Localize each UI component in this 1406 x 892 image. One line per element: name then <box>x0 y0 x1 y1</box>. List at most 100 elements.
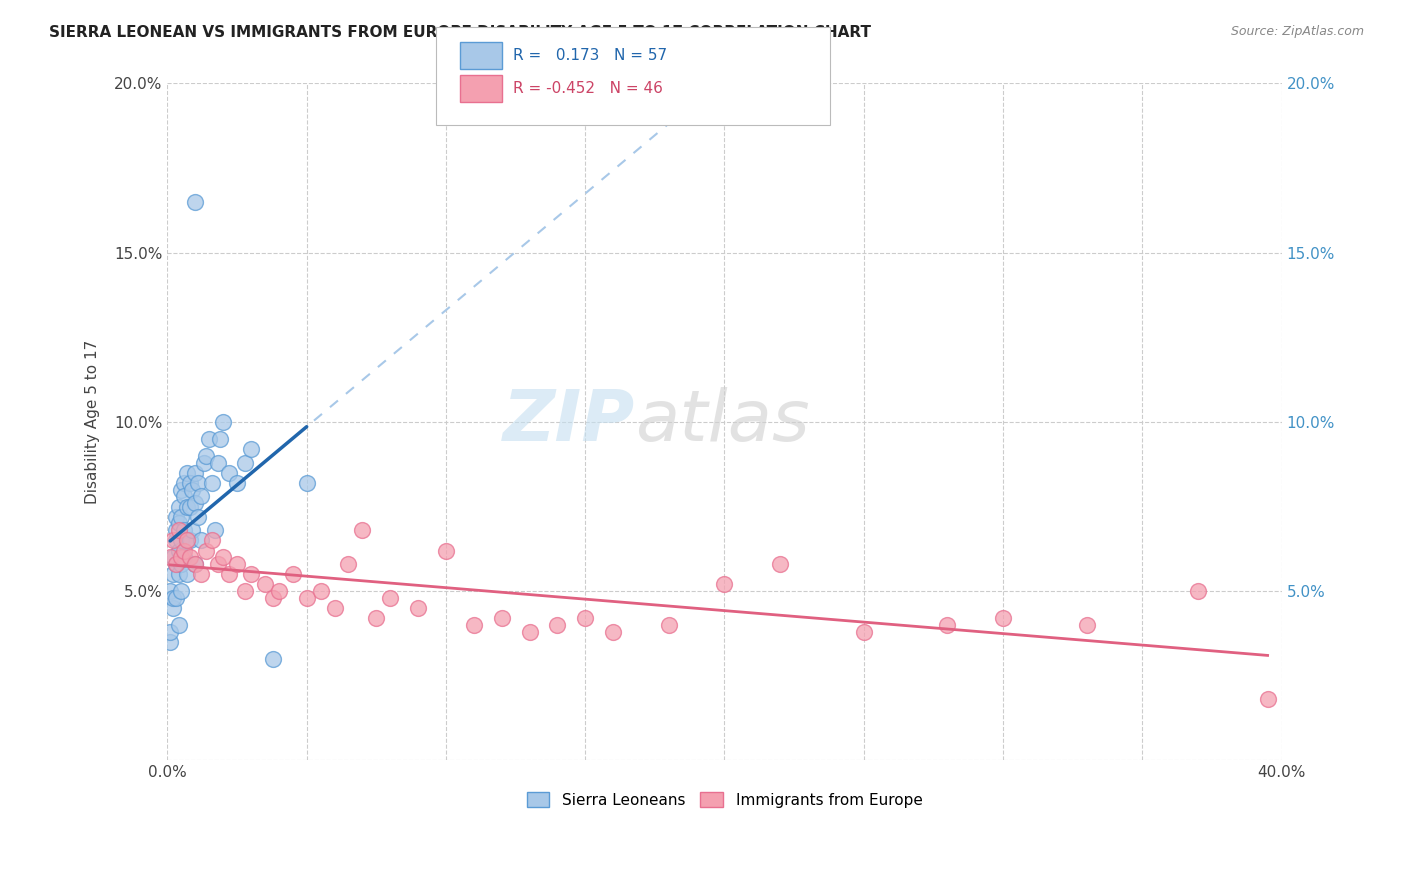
Point <box>170 509 193 524</box>
Point <box>226 475 249 490</box>
Text: SIERRA LEONEAN VS IMMIGRANTS FROM EUROPE DISABILITY AGE 5 TO 17 CORRELATION CHAR: SIERRA LEONEAN VS IMMIGRANTS FROM EUROPE… <box>49 25 872 40</box>
Point <box>240 442 263 456</box>
Point <box>195 543 218 558</box>
Text: Source: ZipAtlas.com: Source: ZipAtlas.com <box>1230 25 1364 38</box>
Point <box>173 550 195 565</box>
Point <box>253 577 276 591</box>
Point <box>352 523 374 537</box>
Point <box>179 475 201 490</box>
Point <box>267 584 290 599</box>
Point <box>173 475 195 490</box>
Point <box>434 543 457 558</box>
Point <box>235 584 257 599</box>
Point <box>769 557 792 571</box>
Point <box>184 496 207 510</box>
Point <box>207 557 229 571</box>
Point <box>281 567 304 582</box>
Point <box>170 550 193 565</box>
Point <box>240 567 263 582</box>
Point <box>165 591 187 605</box>
Point <box>212 415 235 429</box>
Point <box>491 611 513 625</box>
Point <box>165 509 187 524</box>
Point <box>406 601 429 615</box>
Point <box>167 567 190 582</box>
Point <box>162 533 184 548</box>
Point <box>198 432 221 446</box>
Point <box>190 533 212 548</box>
Legend: Sierra Leoneans, Immigrants from Europe: Sierra Leoneans, Immigrants from Europe <box>520 786 928 814</box>
Point <box>162 601 184 615</box>
Point <box>170 557 193 571</box>
Point <box>658 618 681 632</box>
Point <box>190 567 212 582</box>
Point <box>212 550 235 565</box>
Point <box>165 557 187 571</box>
Text: R =   0.173   N = 57: R = 0.173 N = 57 <box>513 48 668 62</box>
Point <box>176 500 198 514</box>
Point <box>519 624 541 639</box>
Point <box>309 584 332 599</box>
Point <box>262 591 284 605</box>
Point <box>262 652 284 666</box>
Point <box>170 584 193 599</box>
Point <box>184 194 207 209</box>
Point <box>170 483 193 497</box>
Point <box>165 533 187 548</box>
Point <box>167 618 190 632</box>
Point <box>167 543 190 558</box>
Point <box>170 533 193 548</box>
Point <box>181 483 204 497</box>
Point <box>162 550 184 565</box>
Point <box>184 557 207 571</box>
Point <box>713 577 735 591</box>
Point <box>173 489 195 503</box>
Point <box>463 618 485 632</box>
Point <box>323 601 346 615</box>
Point <box>1076 618 1098 632</box>
Point <box>159 584 181 599</box>
Point <box>602 624 624 639</box>
Point <box>165 557 187 571</box>
Point <box>187 475 209 490</box>
Point <box>176 466 198 480</box>
Point <box>167 523 190 537</box>
Point <box>195 449 218 463</box>
Point <box>852 624 875 639</box>
Point <box>187 509 209 524</box>
Point <box>991 611 1014 625</box>
Point <box>176 533 198 548</box>
Text: atlas: atlas <box>636 387 810 457</box>
Point <box>209 432 232 446</box>
Point <box>295 591 318 605</box>
Point <box>179 500 201 514</box>
Point <box>218 466 240 480</box>
Point <box>162 591 184 605</box>
Point <box>190 489 212 503</box>
Point <box>546 618 568 632</box>
Point <box>207 456 229 470</box>
Point <box>184 557 207 571</box>
Point <box>936 618 959 632</box>
Point <box>380 591 402 605</box>
Point <box>179 533 201 548</box>
Point <box>173 523 195 537</box>
Point <box>162 567 184 582</box>
Point <box>159 624 181 639</box>
Point <box>204 523 226 537</box>
Point <box>295 475 318 490</box>
Point <box>337 557 360 571</box>
Point <box>235 456 257 470</box>
Point <box>201 475 224 490</box>
Point <box>218 567 240 582</box>
Point <box>159 550 181 565</box>
Point <box>184 466 207 480</box>
Text: ZIP: ZIP <box>503 387 636 457</box>
Point <box>366 611 388 625</box>
Point <box>165 523 187 537</box>
Point <box>1187 584 1209 599</box>
Point <box>159 635 181 649</box>
Point <box>176 533 198 548</box>
Point <box>193 456 215 470</box>
Point <box>173 543 195 558</box>
